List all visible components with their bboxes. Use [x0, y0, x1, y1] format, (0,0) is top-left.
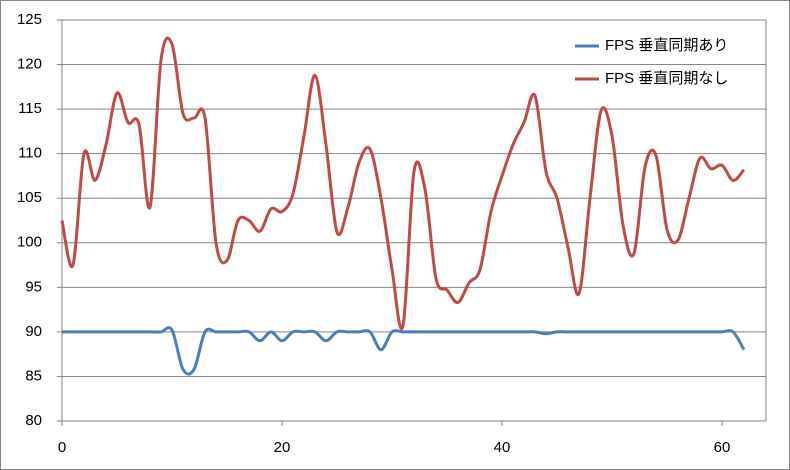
series-line: [60, 36, 746, 331]
y-tick-label: 110: [18, 145, 42, 162]
y-tick-label: 115: [18, 100, 42, 117]
y-tick-label: 125: [17, 11, 42, 28]
x-tick-label: 0: [58, 439, 66, 456]
x-tick-label: 20: [274, 439, 291, 456]
y-tick-label: 80: [25, 412, 42, 429]
series-line: [62, 326, 746, 376]
y-tick-label: 95: [25, 278, 42, 295]
y-tick-label: 100: [17, 234, 42, 251]
legend-label: FPS 垂直同期なし: [605, 70, 728, 87]
legend-label: FPS 垂直同期あり: [605, 37, 728, 54]
y-tick-label: 120: [17, 56, 42, 73]
y-tick-label: 85: [25, 367, 42, 384]
x-tick-label: 60: [714, 439, 731, 456]
x-tick-label: 40: [494, 439, 511, 456]
y-tick-label: 105: [17, 189, 42, 206]
y-tick-label: 90: [25, 323, 42, 340]
